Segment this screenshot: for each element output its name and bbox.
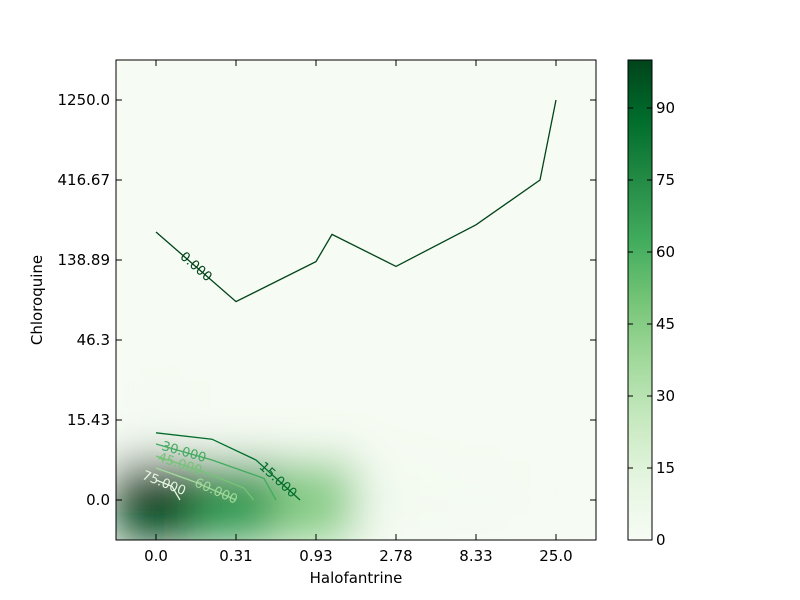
colorbar-tick-label: 0	[656, 531, 666, 549]
heatmap-cell	[515, 379, 596, 461]
heatmap-cell	[355, 60, 437, 141]
heatmap-cell	[435, 379, 517, 461]
heatmap-cell	[195, 379, 277, 461]
plot-frame	[115, 59, 597, 541]
heatmap-cell	[515, 299, 596, 381]
y-tick-label: 1250.0	[58, 91, 111, 109]
heatmap-cell	[435, 139, 517, 221]
x-tick-label: 8.33	[459, 547, 492, 565]
heatmap-cell	[275, 60, 357, 141]
x-axis-label: Halofantrine	[310, 569, 403, 587]
heatmap-cell	[515, 459, 596, 540]
x-tick-label: 25.0	[539, 547, 572, 565]
colorbar: 0 15 30 45 60 75 90	[627, 59, 675, 549]
colorbar-tick-label: 75	[656, 171, 675, 189]
y-tick-label: 416.67	[58, 171, 111, 189]
heatmap-cell	[435, 219, 517, 301]
y-tick-label: 138.89	[58, 251, 111, 269]
colorbar-tick-label: 60	[656, 243, 675, 261]
heatmap-cell	[195, 60, 277, 141]
contour-line	[155, 99, 557, 303]
y-axis-label: Chloroquine	[28, 255, 46, 345]
colorbar-ticks: 0 15 30 45 60 75 90	[628, 99, 675, 549]
contour-line	[155, 479, 181, 501]
heatmap-cell	[275, 379, 357, 461]
colorbar-tick-label: 30	[656, 387, 675, 405]
colorbar-tick-label: 90	[656, 99, 675, 117]
heatmap-cells	[116, 60, 596, 540]
contour-line	[155, 467, 237, 501]
heatmap-cell	[195, 299, 277, 381]
heatmap-cell	[195, 139, 277, 221]
heatmap-cell	[435, 299, 517, 381]
x-tick-label: 0.31	[219, 547, 252, 565]
heatmap-cell	[355, 219, 437, 301]
x-tick-label: 0.0	[144, 547, 168, 565]
heatmap-cell	[435, 60, 517, 141]
y-tick-label: 0.0	[86, 491, 110, 509]
heatmap-cell	[275, 299, 357, 381]
contour-line	[155, 443, 277, 501]
heatmap-cell	[355, 139, 437, 221]
x-tick-label: 2.78	[379, 547, 412, 565]
heatmap-cell	[515, 139, 596, 221]
heatmap-cell	[355, 379, 437, 461]
contour-line	[155, 455, 255, 501]
heatmap-cell	[275, 459, 357, 540]
heatmap-cell	[116, 379, 197, 461]
colorbar-gradient	[627, 59, 653, 541]
heatmap-cell	[116, 139, 197, 221]
heatmap-cell	[116, 299, 197, 381]
colorbar-tick-label: 15	[656, 459, 675, 477]
heatmap-cell	[275, 219, 357, 301]
heatmap-cell	[116, 459, 197, 540]
heatmap-cell	[435, 459, 517, 540]
x-axis-ticks: 0.0 0.31 0.93 2.78 8.33 25.0	[144, 60, 573, 565]
heatmap-cell	[195, 219, 277, 301]
contour-line	[155, 432, 301, 501]
heatmap-cell	[275, 139, 357, 221]
y-tick-label: 15.43	[67, 411, 110, 429]
colorbar-tick-label: 45	[656, 315, 675, 333]
heatmap-cell	[355, 459, 437, 540]
heatmap-cell	[355, 299, 437, 381]
x-tick-label: 0.93	[299, 547, 332, 565]
heatmap-cell	[116, 60, 197, 141]
y-tick-label: 46.3	[77, 331, 110, 349]
heatmap-cell	[515, 219, 596, 301]
y-axis-ticks: 0.0 15.43 46.3 138.89 416.67 1250.0	[58, 91, 596, 509]
